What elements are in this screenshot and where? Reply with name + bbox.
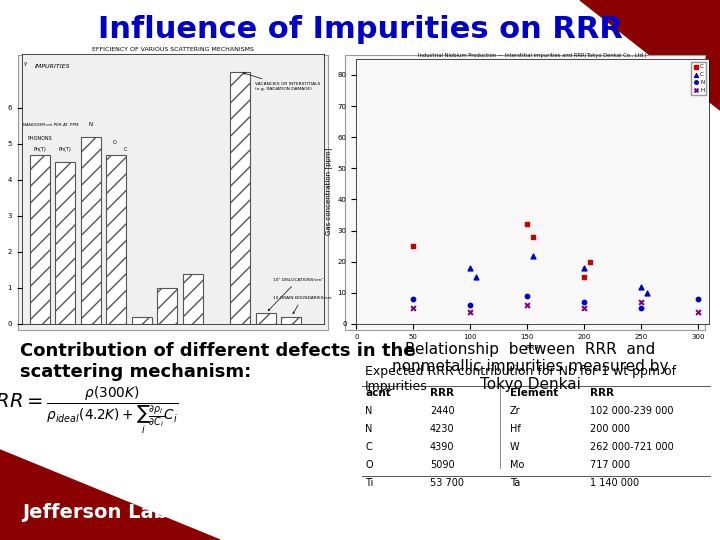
X-axis label: RRR: RRR xyxy=(526,345,540,352)
Text: y: y xyxy=(24,61,27,66)
Text: N: N xyxy=(89,122,93,127)
H xyxy=(578,304,590,313)
Text: NANOOHM·cm PER AT. PPM: NANOOHM·cm PER AT. PPM xyxy=(24,123,79,127)
H xyxy=(521,301,533,309)
Bar xyxy=(282,317,301,324)
Text: 4390: 4390 xyxy=(430,442,454,452)
Text: Element: Element xyxy=(510,388,558,398)
Text: RRR: RRR xyxy=(590,388,614,398)
Text: 200 000: 200 000 xyxy=(590,424,630,434)
H xyxy=(408,304,419,313)
Text: Expected RRR contribution for Nb for 1 wt ppm of
Impurities: Expected RRR contribution for Nb for 1 w… xyxy=(365,365,676,393)
Text: 53 700: 53 700 xyxy=(430,478,464,488)
C xyxy=(527,251,539,260)
C xyxy=(578,264,590,272)
Text: Ph(T): Ph(T) xyxy=(59,147,72,152)
C xyxy=(641,288,652,297)
Bar xyxy=(183,274,203,324)
Text: PHONONS: PHONONS xyxy=(27,137,52,141)
FancyBboxPatch shape xyxy=(345,55,705,330)
Y-axis label: Gas concentration [ppm]: Gas concentration [ppm] xyxy=(325,148,332,235)
N xyxy=(408,295,419,303)
Text: Mo: Mo xyxy=(510,460,524,470)
Text: 262 000-721 000: 262 000-721 000 xyxy=(590,442,674,452)
Text: Ta: Ta xyxy=(510,478,521,488)
Text: W: W xyxy=(510,442,520,452)
Text: Zr: Zr xyxy=(510,406,521,416)
Text: Influence of Impurities on RRR: Influence of Impurities on RRR xyxy=(98,16,622,44)
Title: EFFICIENCY OF VARIOUS SCATTERING MECHANISMS: EFFICIENCY OF VARIOUS SCATTERING MECHANI… xyxy=(92,47,253,52)
Text: 5090: 5090 xyxy=(430,460,454,470)
Text: O: O xyxy=(365,460,373,470)
Text: 102 000-239 000: 102 000-239 000 xyxy=(590,406,673,416)
Bar xyxy=(30,155,50,324)
H xyxy=(692,307,703,316)
Bar xyxy=(230,72,251,324)
Text: $RRR = \frac{\rho(300K)}{\rho_{ideal}(4.2K) + \sum_i \frac{\partial \rho_i}{\par: $RRR = \frac{\rho(300K)}{\rho_{ideal}(4.… xyxy=(0,384,179,436)
Text: O: O xyxy=(112,140,117,145)
N xyxy=(578,298,590,307)
N xyxy=(521,292,533,300)
Text: Hf: Hf xyxy=(510,424,521,434)
Bar xyxy=(256,313,276,324)
Text: IMPURITIES: IMPURITIES xyxy=(35,64,71,70)
Text: 2440: 2440 xyxy=(430,406,454,416)
C xyxy=(464,264,476,272)
Text: 10 GRAIN BOUNDARIES/cm: 10 GRAIN BOUNDARIES/cm xyxy=(273,296,331,314)
N xyxy=(635,304,647,313)
C xyxy=(527,233,539,241)
Text: acnt: acnt xyxy=(365,388,391,398)
Text: 4230: 4230 xyxy=(430,424,454,434)
C xyxy=(578,273,590,282)
Text: Contribution of different defects in the
scattering mechanism:: Contribution of different defects in the… xyxy=(20,342,415,381)
Text: 717 000: 717 000 xyxy=(590,460,630,470)
Text: C: C xyxy=(365,442,372,452)
Text: C: C xyxy=(124,147,127,152)
Polygon shape xyxy=(0,450,220,540)
H xyxy=(464,307,476,316)
Text: N: N xyxy=(365,424,372,434)
Text: Ph(T): Ph(T) xyxy=(33,147,46,152)
C xyxy=(635,282,647,291)
Text: Jefferson Lab: Jefferson Lab xyxy=(22,503,168,522)
Bar xyxy=(81,137,101,324)
Legend: C, C, N, H: C, C, N, H xyxy=(690,62,706,95)
Bar xyxy=(55,162,76,324)
Text: VACANCIES OR INTERSTITIALS
(e.g. RADIATION DAMAGE): VACANCIES OR INTERSTITIALS (e.g. RADIATI… xyxy=(243,73,320,91)
C xyxy=(470,273,482,282)
Polygon shape xyxy=(580,0,720,110)
Text: RRR: RRR xyxy=(430,388,454,398)
Bar xyxy=(132,317,152,324)
Text: Relationship  between  RRR  and
nonmetallic impurities measured by
Tokyo Denkai: Relationship between RRR and nonmetallic… xyxy=(392,342,668,392)
Text: Ti: Ti xyxy=(365,478,374,488)
C xyxy=(584,258,595,266)
N xyxy=(464,301,476,309)
H xyxy=(635,298,647,307)
Title: Industrial Niobium Production — Interstitial impurities and RRR(Tokyo Denkai Co.: Industrial Niobium Production — Intersti… xyxy=(418,52,647,58)
Text: 10⁸ DISLOCATIONS/cm²: 10⁸ DISLOCATIONS/cm² xyxy=(268,278,323,310)
Text: N: N xyxy=(365,406,372,416)
Bar xyxy=(107,155,126,324)
FancyBboxPatch shape xyxy=(18,55,328,330)
Text: 1 140 000: 1 140 000 xyxy=(590,478,639,488)
Bar xyxy=(157,288,177,324)
N xyxy=(692,295,703,303)
C xyxy=(408,242,419,251)
C xyxy=(521,220,533,229)
